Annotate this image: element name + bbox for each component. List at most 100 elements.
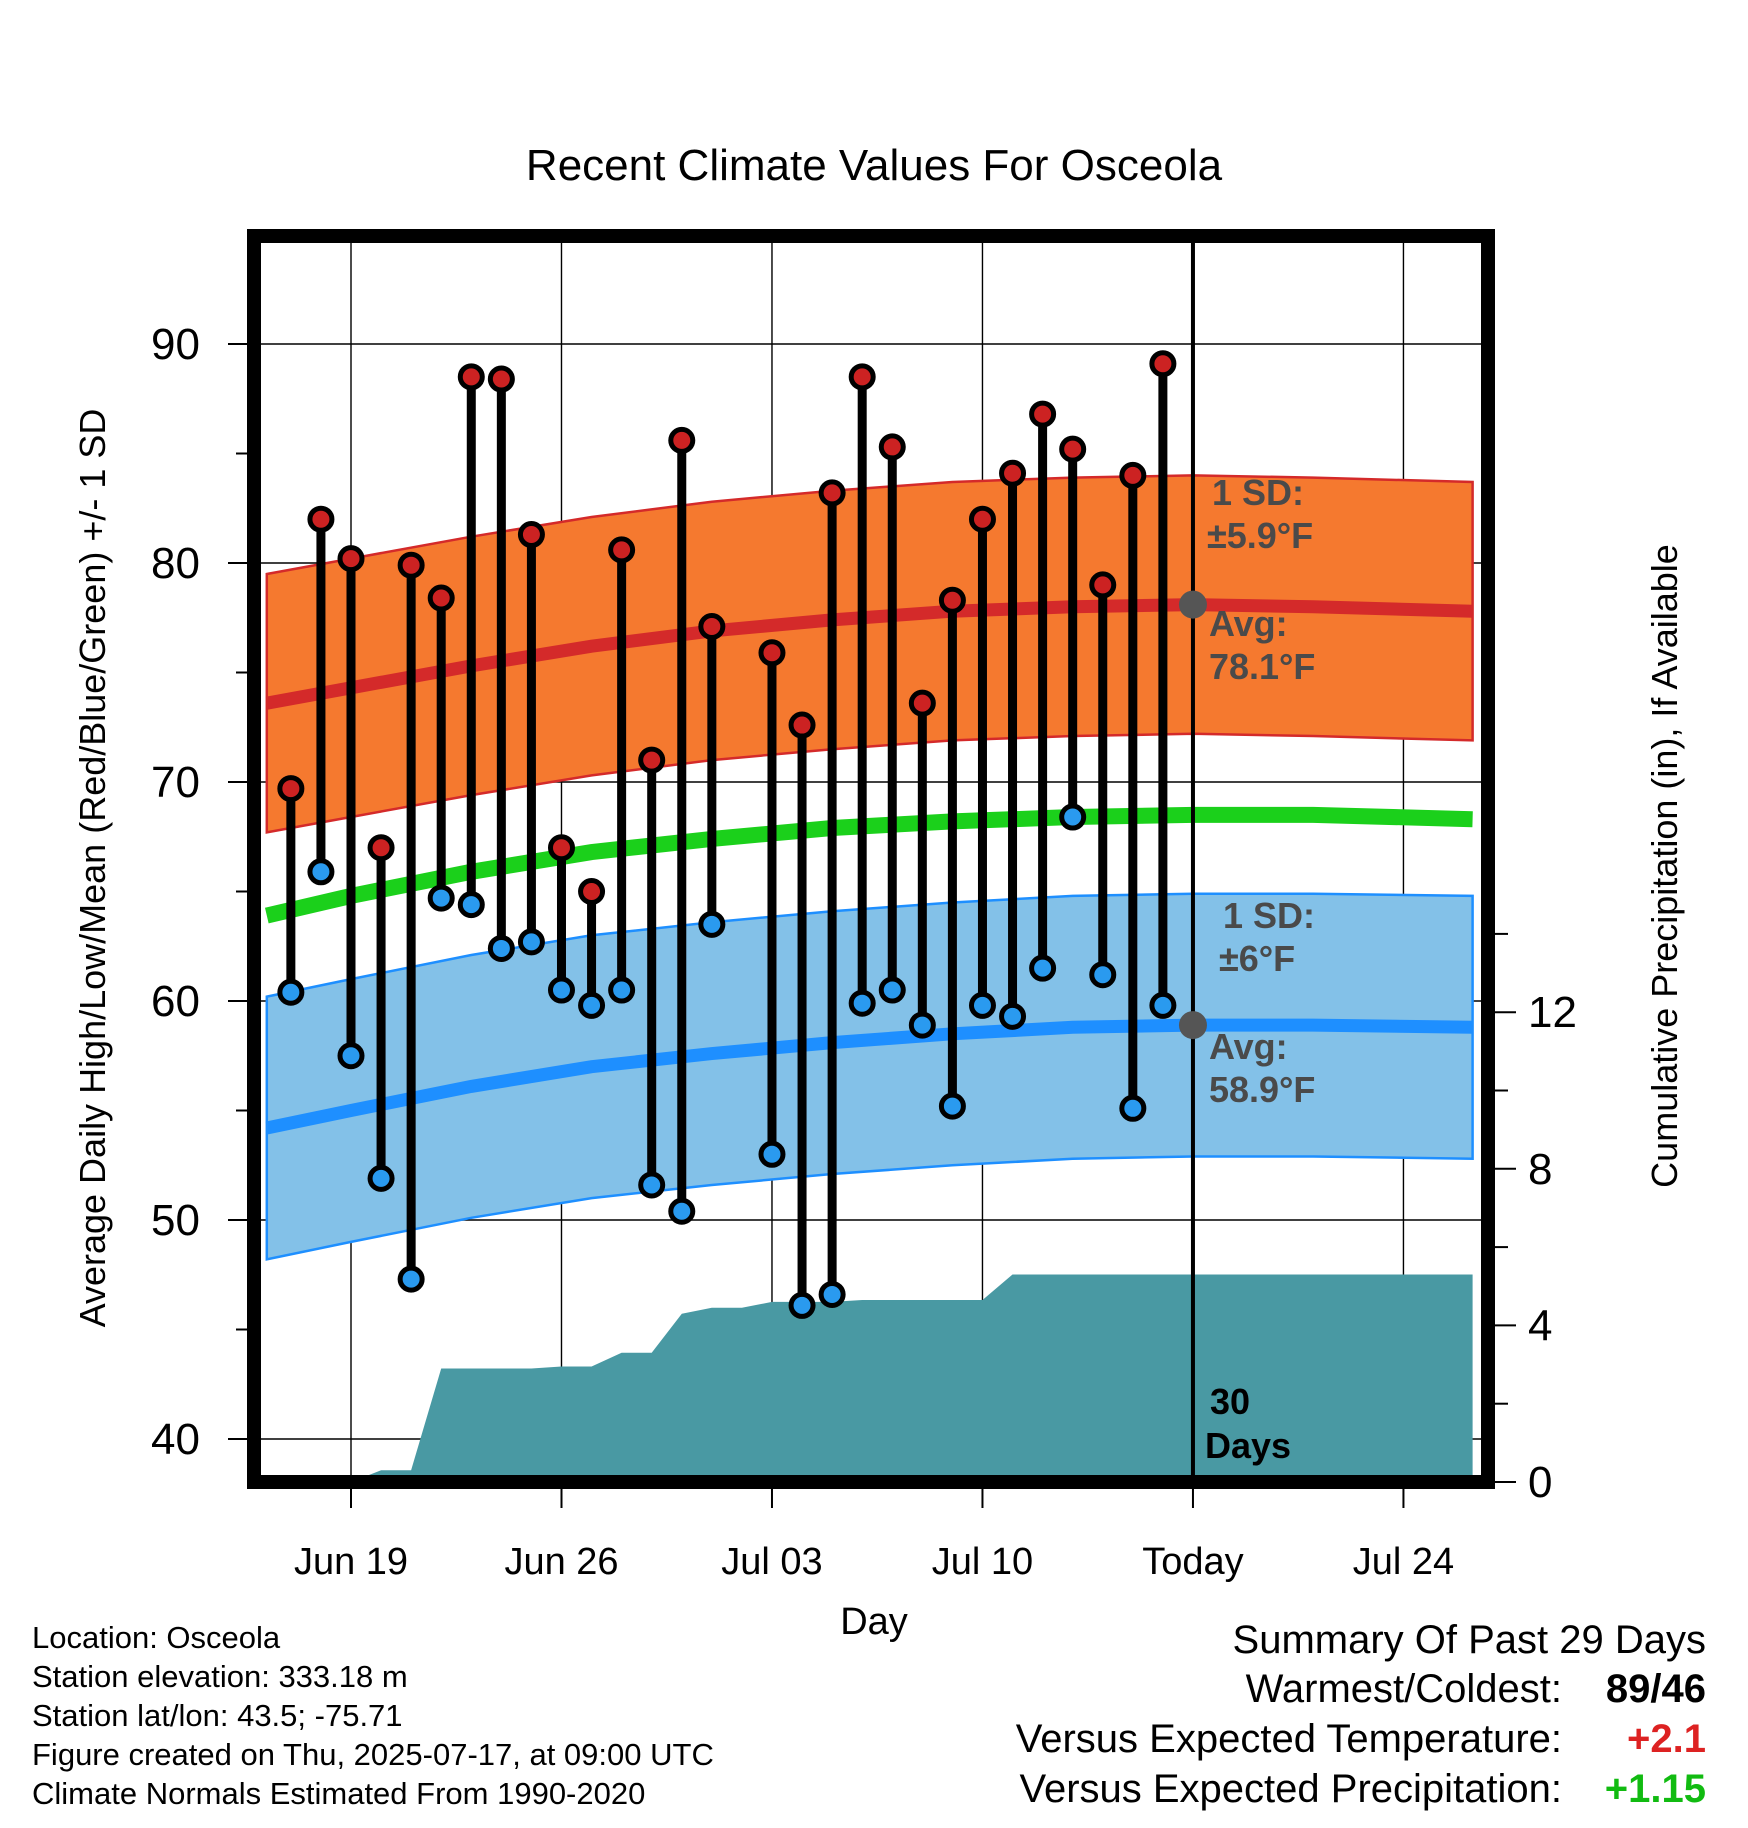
avg-low-dot bbox=[1178, 1011, 1207, 1040]
daily-low-point bbox=[878, 976, 906, 1004]
low-sd-label: 1 SD: bbox=[1223, 895, 1315, 936]
y2-tick-label: 4 bbox=[1528, 1301, 1552, 1350]
daily-low-point bbox=[1029, 954, 1057, 982]
location-text: Location: Osceola bbox=[32, 1620, 281, 1655]
daily-low-point bbox=[908, 1011, 936, 1039]
daily-high-point bbox=[1149, 350, 1177, 378]
daily-high-point bbox=[307, 505, 335, 533]
daily-high-point bbox=[367, 834, 395, 862]
daily-high-point bbox=[668, 426, 696, 454]
normals-text: Climate Normals Estimated From 1990-2020 bbox=[32, 1776, 646, 1811]
daily-low-point bbox=[307, 858, 335, 886]
temp-vs-expected-value: +2.1 bbox=[1627, 1717, 1706, 1761]
daily-low-point bbox=[1119, 1094, 1147, 1122]
daily-low-point bbox=[1059, 803, 1087, 831]
precip-vs-expected-value: +1.15 bbox=[1604, 1767, 1706, 1811]
high-sd-value: ±5.9°F bbox=[1207, 515, 1313, 556]
daily-low-point bbox=[547, 976, 575, 1004]
low-avg-label: Avg: bbox=[1209, 1026, 1288, 1067]
precipitation-area bbox=[366, 1274, 1473, 1476]
high-sd-band bbox=[265, 474, 1474, 834]
daily-high-point bbox=[848, 363, 876, 391]
daily-low-point bbox=[999, 1002, 1027, 1030]
x-tick-label: Jun 19 bbox=[294, 1541, 408, 1583]
warmest-value: 89 bbox=[1605, 1667, 1651, 1711]
daily-low-point bbox=[938, 1092, 966, 1120]
daily-low-point bbox=[968, 991, 996, 1019]
x-tick-label: Jun 26 bbox=[504, 1541, 618, 1583]
daily-low-point bbox=[457, 891, 485, 919]
daily-high-point bbox=[608, 536, 636, 564]
daily-high-point bbox=[999, 459, 1027, 487]
daily-high-point bbox=[938, 586, 966, 614]
elevation-text: Station elevation: 333.18 m bbox=[32, 1659, 408, 1694]
daily-low-point bbox=[788, 1291, 816, 1319]
daily-low-point bbox=[668, 1197, 696, 1225]
y-tick-label: 90 bbox=[151, 320, 200, 369]
daily-low-point bbox=[397, 1265, 425, 1293]
warm-cold-label: Warmest/Coldest: bbox=[1245, 1667, 1562, 1711]
daily-high-point bbox=[1089, 571, 1117, 599]
high-avg-label: Avg: bbox=[1209, 603, 1288, 644]
daily-high-point bbox=[337, 545, 365, 573]
daily-low-point bbox=[427, 884, 455, 912]
y-tick-label: 50 bbox=[151, 1196, 200, 1245]
daily-high-point bbox=[908, 689, 936, 717]
latlon-text: Station lat/lon: 43.5; -75.71 bbox=[32, 1698, 403, 1733]
high-avg-value: 78.1°F bbox=[1209, 646, 1315, 687]
coldest-value: 46 bbox=[1661, 1667, 1707, 1711]
summary-panel: Summary Of Past 29 Days Warmest/Coldest:… bbox=[806, 1616, 1706, 1814]
daily-low-point bbox=[367, 1164, 395, 1192]
x-axis-label: Day bbox=[840, 1601, 908, 1643]
daily-low-point bbox=[758, 1140, 786, 1168]
x-tick-label: Jul 03 bbox=[721, 1541, 822, 1583]
daily-low-point bbox=[818, 1280, 846, 1308]
plot-area bbox=[260, 242, 1482, 1476]
daily-low-point bbox=[337, 1042, 365, 1070]
summary-temp-row: Versus Expected Temperature: +2.1 bbox=[806, 1714, 1706, 1764]
y-axis-label-left: Average Daily High/Low/Mean (Red/Blue/Gr… bbox=[72, 409, 113, 1328]
x-tick-label: Jul 24 bbox=[1353, 1541, 1454, 1583]
high-sd-label: 1 SD: bbox=[1212, 472, 1304, 513]
low-avg-value: 58.9°F bbox=[1209, 1069, 1315, 1110]
daily-high-point bbox=[968, 505, 996, 533]
days-word-label: Days bbox=[1205, 1425, 1291, 1466]
daily-high-point bbox=[638, 746, 666, 774]
precip-vs-expected-label: Versus Expected Precipitation: bbox=[1019, 1767, 1562, 1811]
daily-low-point bbox=[1149, 991, 1177, 1019]
daily-low-point bbox=[517, 928, 545, 956]
y-tick-label: 80 bbox=[151, 539, 200, 588]
y2-tick-label: 0 bbox=[1528, 1458, 1552, 1507]
daily-high-point bbox=[427, 584, 455, 612]
avg-high-dot bbox=[1178, 590, 1207, 619]
daily-high-point bbox=[397, 551, 425, 579]
low-sd-value: ±6°F bbox=[1219, 938, 1295, 979]
summary-precip-row: Versus Expected Precipitation: +1.15 bbox=[806, 1764, 1706, 1814]
summary-warm-cold-row: Warmest/Coldest: 89/46 bbox=[806, 1664, 1706, 1714]
daily-high-point bbox=[547, 834, 575, 862]
y-tick-label: 70 bbox=[151, 758, 200, 807]
daily-low-point bbox=[487, 934, 515, 962]
x-tick-label: Today bbox=[1142, 1541, 1243, 1583]
days-count-label: 30 bbox=[1210, 1381, 1250, 1422]
y-axis-label-right: Cumulative Precipitation (in), If Availa… bbox=[1644, 544, 1685, 1188]
x-tick-label: Jul 10 bbox=[932, 1541, 1033, 1583]
daily-low-point bbox=[578, 991, 606, 1019]
temp-vs-expected-label: Versus Expected Temperature: bbox=[1015, 1717, 1562, 1761]
daily-high-point bbox=[578, 878, 606, 905]
y-tick-label: 60 bbox=[151, 977, 200, 1026]
daily-high-point bbox=[818, 479, 846, 507]
summary-title: Summary Of Past 29 Days bbox=[1232, 1618, 1706, 1662]
chart-title: Recent Climate Values For Osceola bbox=[526, 141, 1223, 190]
daily-high-point bbox=[517, 521, 545, 549]
plot-frame bbox=[247, 229, 1495, 1489]
created-text: Figure created on Thu, 2025-07-17, at 09… bbox=[32, 1737, 714, 1772]
daily-high-point bbox=[457, 363, 485, 391]
daily-low-point bbox=[608, 976, 636, 1004]
daily-low-point bbox=[277, 978, 305, 1006]
station-info: Location: Osceola Station elevation: 333… bbox=[32, 1618, 714, 1813]
daily-low-point bbox=[698, 910, 726, 938]
daily-high-point bbox=[1029, 400, 1057, 428]
daily-high-point bbox=[1059, 435, 1087, 463]
daily-high-point bbox=[758, 639, 786, 667]
